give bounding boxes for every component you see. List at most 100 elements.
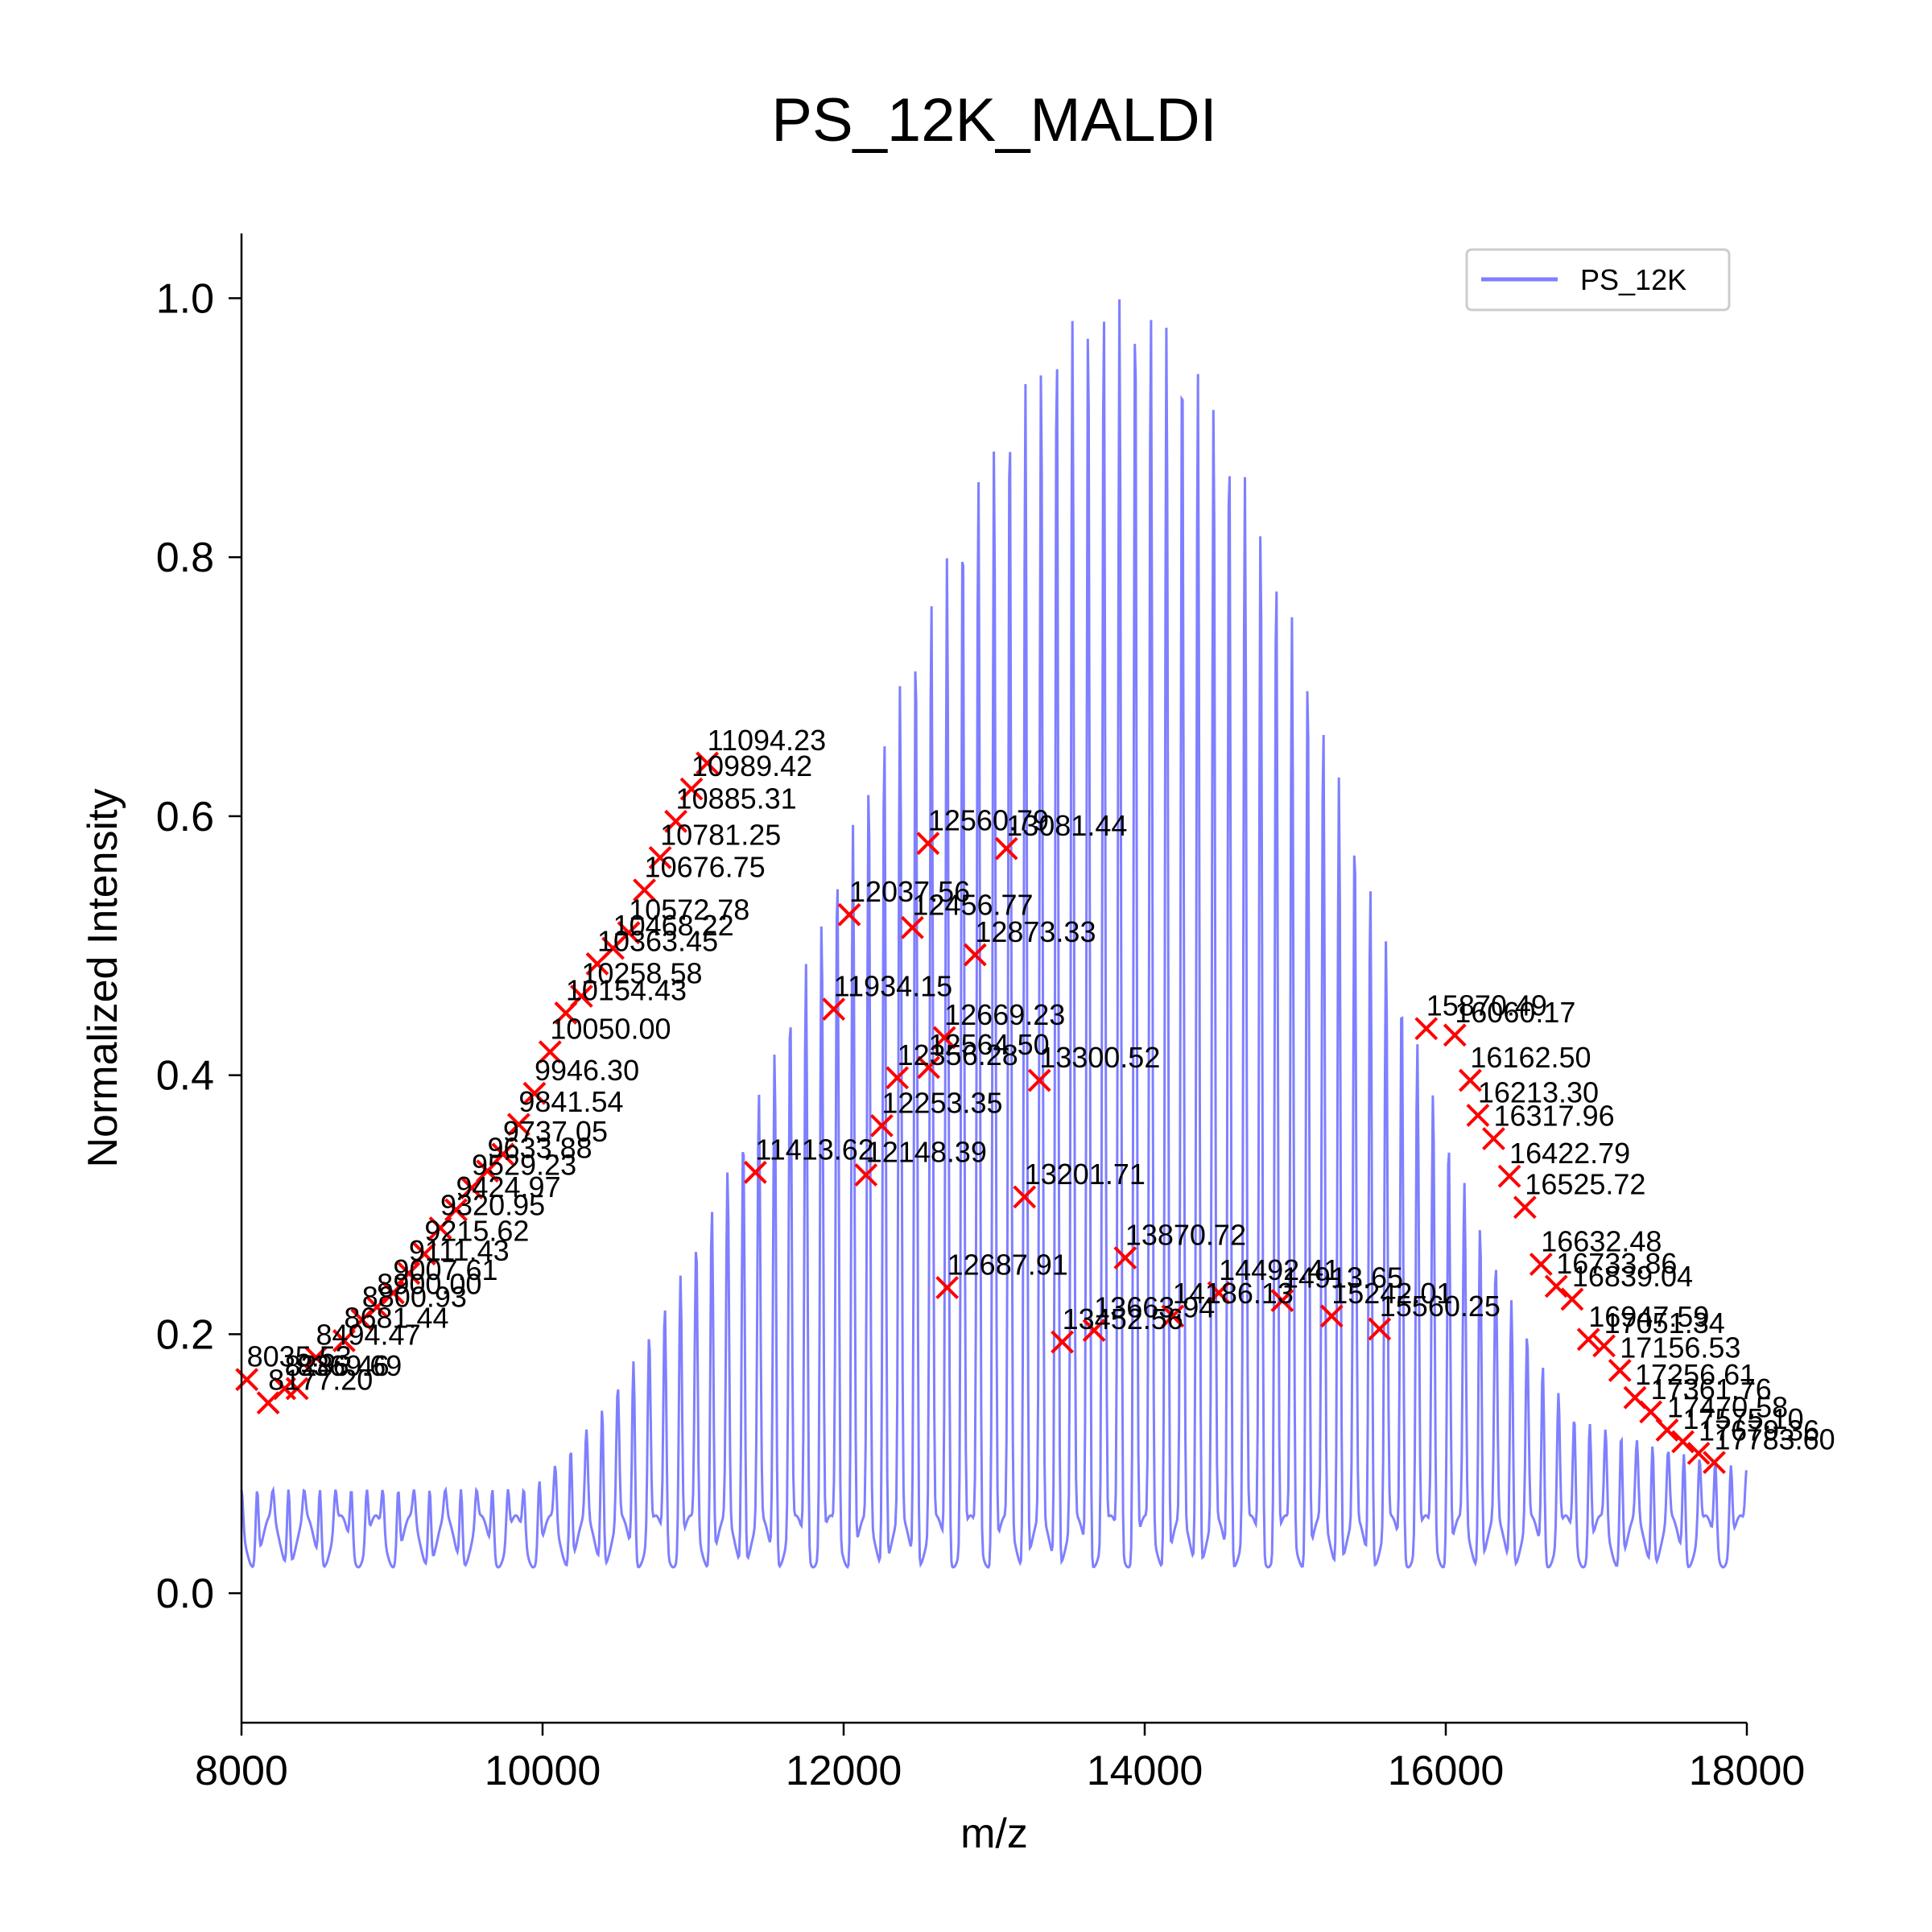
peak-marker [648,845,672,869]
peak-marker [444,1198,468,1222]
peak-label: 8035.53 [247,1340,352,1373]
peak-marker [428,1216,452,1240]
peak-label: 17679.36 [1699,1414,1819,1447]
y-tick-label: 0.4 [156,1053,214,1100]
y-tick-label: 0.6 [156,794,214,840]
peak-label: 17256.61 [1635,1358,1756,1391]
y-tick-label: 1.0 [156,275,214,322]
peak-marker [569,985,593,1008]
peak-marker [1443,1023,1467,1047]
peak-label: 10468.22 [613,909,734,942]
peak-marker [901,915,924,939]
x-axis-label: m/z [960,1810,1028,1857]
peak-label: 16317.96 [1493,1099,1614,1132]
peak-marker [1466,1104,1490,1127]
series-ps-12k-line [240,299,1748,1570]
peak-label: 12560.79 [928,804,1049,837]
peak-marker [617,921,641,945]
peak-label: 10050.00 [550,1013,671,1046]
peak-label: 13870.72 [1125,1218,1246,1251]
peak-label: 16839.04 [1572,1260,1693,1293]
x-tick-label: 10000 [485,1748,601,1794]
peak-label: 12148.39 [866,1136,987,1169]
peak-label: 16422.79 [1509,1137,1630,1170]
peak-label: 10885.31 [676,782,797,815]
peak-marker [743,1160,767,1184]
peak-label: 9424.97 [456,1170,560,1203]
y-tick-label: 0.2 [156,1311,214,1358]
peak-marker [1368,1317,1392,1341]
peak-marker [1051,1330,1075,1354]
peak-label: 12669.23 [944,998,1065,1031]
peak-label: 9215.62 [424,1215,529,1248]
peak-label: 9529.23 [472,1149,576,1182]
peak-label: 9633.88 [488,1132,592,1165]
x-tick-label: 18000 [1689,1748,1806,1794]
peak-marker [1458,1068,1482,1092]
peak-label: 16213.30 [1478,1076,1599,1109]
peak-marker [1414,1017,1439,1041]
peak-label: 14913.65 [1282,1261,1403,1294]
x-tick-label: 14000 [1087,1748,1203,1794]
peak-marker [664,809,687,833]
peak-label: 12037.56 [849,875,970,908]
axes: 8000 10000 12000 14000 16000 18000 0.00.20.40… [156,233,1806,1794]
peak-label: 15560.25 [1380,1290,1501,1323]
peak-label: 10781.25 [660,818,781,851]
peak-marker [963,943,987,967]
peak-marker [1270,1289,1294,1312]
x-tick-label: 8000 [195,1748,288,1794]
peak-marker [506,1113,530,1137]
peak-label: 8800.93 [362,1281,467,1314]
peak-marker [1576,1327,1600,1352]
peak-label: 14492.41 [1219,1253,1340,1286]
peak-marker [304,1345,328,1369]
peak-label: 13452.56 [1063,1302,1183,1335]
peak-marker [854,1163,878,1187]
peak-label: 10989.42 [691,749,812,782]
plot-area: 8035.538177.208286.468369.698494.478681.… [235,299,1835,1570]
peak-label: 14186.13 [1173,1277,1294,1310]
peak-label: 11413.62 [755,1133,873,1166]
peak-label: 17470.58 [1667,1390,1788,1423]
peak-marker [1113,1246,1137,1269]
peak-label: 10258.58 [581,957,702,990]
peak-marker [1513,1195,1537,1220]
peak-label: 15870.49 [1426,989,1547,1022]
peak-label: 9007.61 [393,1253,497,1286]
peak-label: 10676.75 [645,851,766,884]
peak-label: 8286.46 [285,1349,390,1382]
peak-marker [1319,1304,1344,1328]
x-tick-label: 16000 [1388,1748,1505,1794]
peak-marker [1592,1334,1616,1358]
peak-label: 13201.71 [1025,1158,1146,1191]
y-tick-label: 0.0 [156,1571,214,1617]
peak-label: 16162.50 [1470,1041,1591,1074]
peak-marker [1207,1281,1231,1305]
peak-marker [397,1261,421,1286]
peak-label: 10154.43 [566,973,687,1006]
peak-label: 12253.35 [881,1086,1002,1119]
peak-label: 8900.00 [377,1268,481,1301]
peak-marker [1013,1185,1037,1209]
peak-marker [235,1368,259,1392]
peak-label: 16947.59 [1588,1300,1709,1333]
peak-marker [1027,1068,1051,1092]
peak-marker [886,1066,910,1090]
peak-label: 16060.17 [1455,996,1575,1029]
peak-marker [994,836,1018,861]
peak-label: 10363.45 [597,924,718,957]
legend-label-ps-12k: PS_12K [1580,263,1686,296]
peak-label: 9737.05 [503,1115,608,1148]
legend-box [1465,248,1731,312]
peak-marker [1161,1304,1185,1328]
peak-labels: 8035.538177.208286.468369.698494.478681.… [247,724,1835,1456]
peak-marker [1703,1451,1726,1475]
peak-marker [1671,1430,1695,1454]
peak-marker [382,1281,405,1305]
peak-marker [932,1026,956,1050]
peak-marker [1082,1319,1106,1342]
peak-marker [285,1377,309,1401]
peak-marker [822,997,846,1022]
